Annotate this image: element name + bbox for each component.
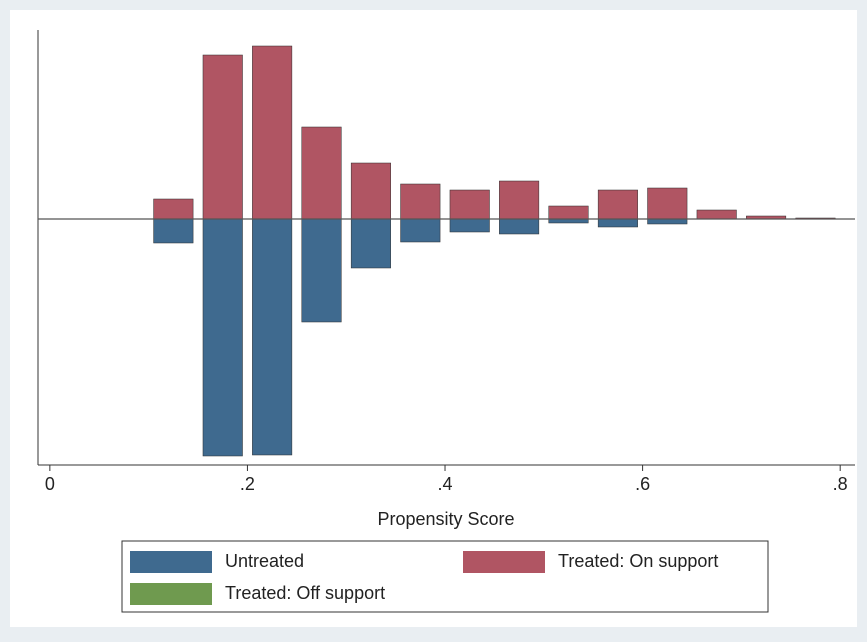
bar — [696, 209, 737, 220]
x-tick-label: .6 — [635, 474, 650, 494]
bar — [449, 189, 490, 220]
x-tick-label: .4 — [438, 474, 453, 494]
bar — [252, 45, 293, 220]
bar — [252, 218, 293, 456]
bar — [499, 180, 540, 220]
bar — [301, 126, 342, 220]
legend-swatch — [130, 583, 212, 605]
bar — [400, 218, 441, 243]
x-axis-label: Propensity Score — [377, 509, 514, 529]
legend — [121, 540, 769, 613]
bar — [301, 218, 342, 323]
bar — [647, 187, 688, 220]
legend-label: Treated: Off support — [225, 583, 385, 603]
bar — [597, 189, 638, 220]
bar — [350, 162, 391, 220]
bar — [449, 218, 490, 233]
bar — [647, 218, 688, 225]
bar — [548, 205, 589, 220]
graph-region — [10, 10, 857, 627]
x-tick-label: 0 — [45, 474, 55, 494]
bar — [153, 198, 194, 220]
bar — [202, 54, 243, 220]
legend-swatch — [130, 551, 212, 573]
x-tick-label: .8 — [833, 474, 848, 494]
legend-label: Treated: On support — [558, 551, 718, 571]
bar — [597, 218, 638, 228]
bar — [499, 218, 540, 235]
bar — [202, 218, 243, 457]
bar — [350, 218, 391, 269]
x-tick-label: .2 — [240, 474, 255, 494]
bar — [153, 218, 194, 244]
legend-label: Untreated — [225, 551, 304, 571]
bar — [548, 218, 589, 224]
legend-swatch — [463, 551, 545, 573]
bar — [400, 183, 441, 220]
